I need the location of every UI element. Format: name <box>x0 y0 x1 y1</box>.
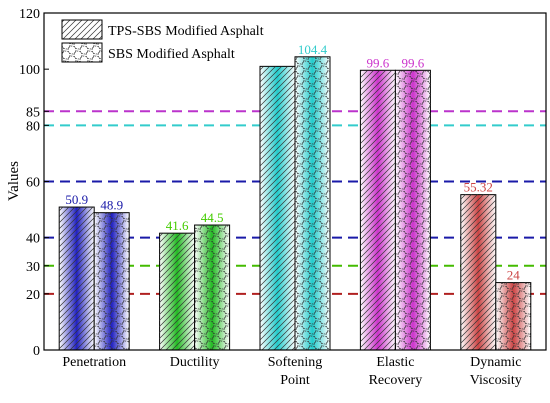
y-tick-label: 30 <box>26 260 40 275</box>
bar-dynamic-viscosity-sbs-hatch <box>495 282 531 350</box>
bars <box>58 56 532 351</box>
bar-penetration-tps-sbs-hatch <box>59 207 95 350</box>
legend: TPS-SBS Modified Asphalt SBS Modified As… <box>61 19 264 63</box>
x-tick-label: Penetration <box>62 355 126 370</box>
value-labels: 50.9 48.9 41.6 44.5 104.4 99.6 99.6 55.32 24 <box>65 42 520 283</box>
y-tick-label: 40 <box>26 232 40 247</box>
bar-softening-point-tps-sbs-hatch <box>260 66 295 350</box>
legend-swatch-tps-sbs <box>61 19 103 40</box>
y-tick-label: 60 <box>26 176 40 191</box>
value-label: 104.4 <box>298 42 328 57</box>
legend-label-sbs: SBS Modified Asphalt <box>108 47 235 62</box>
legend-swatch-sbs <box>61 42 103 63</box>
x-tick-label: Dynamic Viscosity <box>470 355 522 388</box>
value-label: 50.9 <box>65 192 88 207</box>
value-label: 41.6 <box>166 218 189 233</box>
value-label: 99.6 <box>367 55 390 70</box>
y-tick-label: 20 <box>26 288 40 303</box>
y-axis-title: Values <box>6 161 22 201</box>
x-tick-label: Elastic Recovery <box>369 355 423 388</box>
bar-dynamic-viscosity-tps-sbs-hatch <box>460 194 496 350</box>
y-tick-label: 100 <box>19 63 40 78</box>
y-tick-label: 85 <box>26 105 40 120</box>
y-tick-label: 80 <box>26 119 40 134</box>
bar-penetration-sbs-hatch <box>94 212 130 350</box>
legend-label-tps-sbs: TPS-SBS Modified Asphalt <box>108 24 264 39</box>
bar-ductility-tps-sbs-hatch <box>159 233 195 350</box>
value-label: 24 <box>507 268 521 283</box>
value-label: 44.5 <box>201 210 224 225</box>
bar-elastic-recovery-tps-sbs-hatch <box>360 70 396 350</box>
y-tick-label: 120 <box>19 7 40 22</box>
value-label: 48.9 <box>100 198 123 213</box>
bar-ductility-sbs-hatch <box>194 225 230 350</box>
value-label: 55.32 <box>464 180 493 195</box>
value-label: 99.6 <box>402 55 425 70</box>
x-tick-label: Softening Point <box>268 355 322 388</box>
y-tick-label: 0 <box>33 344 40 359</box>
x-axis: Penetration Ductility Softening Point Elasti… <box>62 345 522 388</box>
bar-elastic-recovery-sbs-hatch <box>395 70 431 350</box>
x-tick-label: Ductility <box>170 355 220 370</box>
bar-softening-point-sbs-hatch <box>295 56 330 351</box>
